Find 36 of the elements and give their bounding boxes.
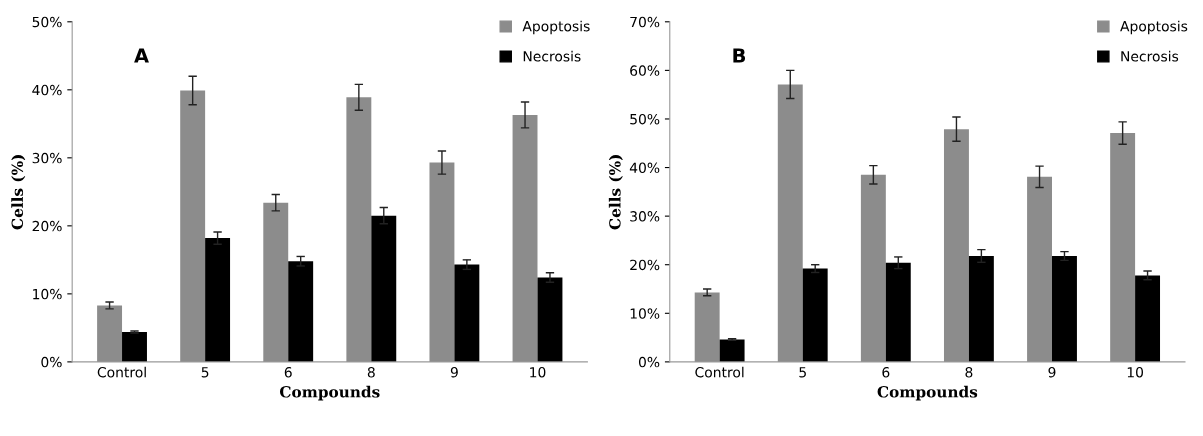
x-tick-label: 10 (530, 366, 546, 378)
y-axis-title: Cells (%) (608, 155, 623, 230)
y-tick-label: 20% (32, 220, 62, 232)
legend-label: Necrosis (523, 50, 581, 62)
y-tick-label: 50% (32, 16, 62, 28)
y-tick-label: 10% (630, 308, 660, 319)
x-tick-label: 5 (201, 367, 209, 378)
y-tick-label: 70% (630, 16, 660, 28)
x-axis-title: Compounds (279, 385, 380, 401)
x-tick-label: 8 (965, 366, 973, 378)
x-tick-label: Control (695, 366, 744, 378)
x-tick-label: 9 (1048, 366, 1056, 378)
y-tick-label: 0% (41, 356, 62, 368)
y-tick-label: 10% (33, 288, 62, 300)
x-tick-label: 5 (799, 367, 806, 378)
y-tick-label: 40% (629, 162, 660, 174)
annotation: A (134, 48, 149, 63)
legend-label: Apoptosis (1120, 20, 1188, 35)
y-tick-label: 60% (630, 65, 660, 76)
y-tick-label: 20% (630, 259, 660, 271)
y-tick-label: 50% (630, 113, 660, 125)
x-tick-label: Control (97, 366, 146, 378)
y-tick-label: 40% (32, 84, 62, 96)
y-tick-label: 30% (32, 152, 62, 164)
y-tick-label: 30% (630, 211, 660, 222)
x-tick-label: 6 (284, 366, 292, 378)
x-tick-label: 9 (450, 366, 458, 378)
y-tick-label: 0% (638, 356, 660, 368)
x-tick-label: 8 (367, 366, 375, 378)
x-tick-label: 10 (1127, 366, 1144, 378)
y-axis-title: Cells (%) (11, 155, 26, 230)
annotation: B (733, 48, 746, 63)
legend-label: Necrosis (1121, 50, 1179, 62)
x-axis-title: Compounds (877, 385, 978, 401)
x-tick-label: 6 (882, 366, 890, 378)
legend-label: Apoptosis (522, 20, 590, 35)
